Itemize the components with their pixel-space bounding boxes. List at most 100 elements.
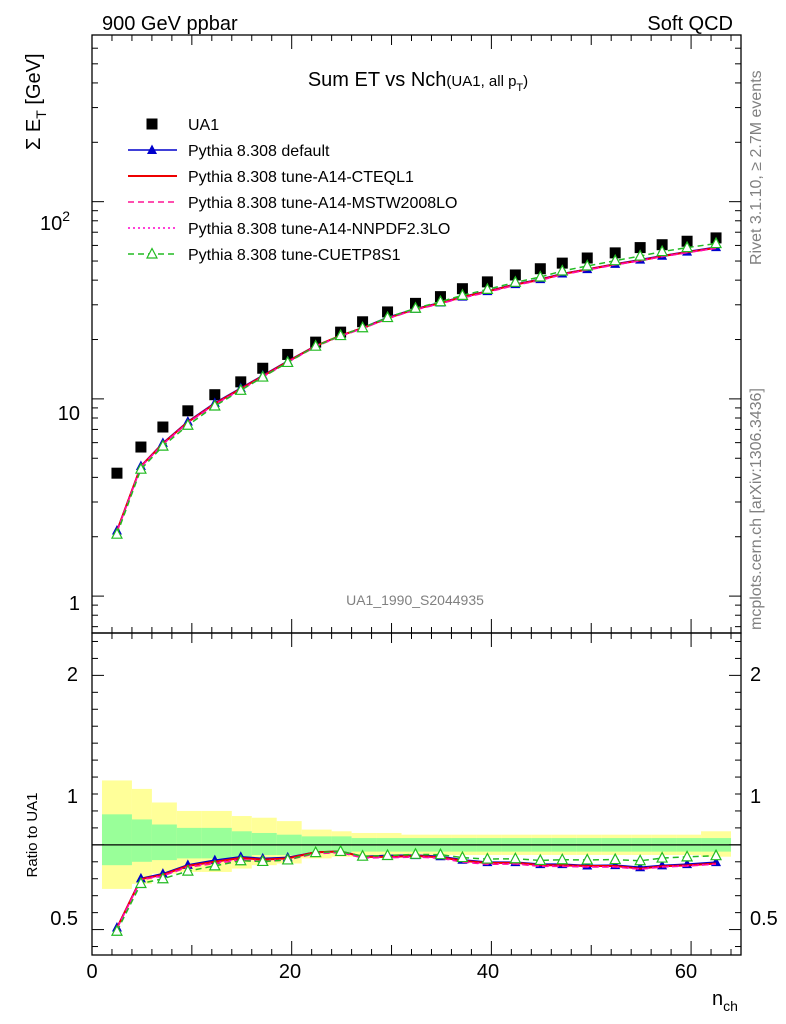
ratio-data-point: [409, 847, 422, 859]
ratio-data-point: [181, 864, 194, 876]
main-series-pythia-8-308-default: [111, 241, 722, 535]
main-data-point: [334, 328, 347, 341]
main-data-point: [634, 249, 647, 261]
ratio-data-point: [481, 852, 494, 864]
ratio-data-point: [156, 871, 169, 884]
main-data-point: [282, 348, 294, 360]
main-series-line: [116, 246, 717, 532]
y-tick-label-100-exponent: 2: [62, 208, 70, 224]
ratio-panel-frame: [91, 632, 742, 956]
main-data-point: [581, 259, 594, 271]
ratio-y-axis-label: Ratio to UA1: [24, 792, 41, 877]
main-data-point: [256, 370, 269, 382]
x-axis-label-symbol: n: [712, 988, 723, 1010]
y-axis-label-subscript: T: [33, 110, 49, 119]
analysis-id-label: UA1_1990_S2044935: [346, 592, 484, 608]
ratio-data-point: [581, 853, 594, 865]
y-axis-label-symbol: Σ E: [23, 119, 45, 150]
main-data-point: [409, 301, 422, 313]
main-data-point: [681, 240, 694, 253]
ratio-data-point: [110, 924, 123, 936]
ratio-data-point: [256, 854, 269, 867]
main-data-point: [509, 269, 521, 281]
header-left-label: 900 GeV ppbar: [102, 13, 238, 35]
axis-frames: [91, 34, 742, 956]
ratio-data-point: [208, 859, 221, 871]
ratio-data-point: [456, 850, 469, 863]
x-tick-label-60: 60: [675, 961, 697, 983]
main-data-point: [281, 355, 294, 368]
x-tick-label-0: 0: [86, 961, 97, 983]
main-series-pythia-8-308-tune-a14-nnpdf2-3lo: [116, 247, 717, 532]
ratio-data-point: [681, 850, 694, 862]
main-data-point: [134, 462, 147, 474]
main-data-point: [609, 247, 621, 259]
ratio-series-pythia-8-308-tune-cuetp8s1: [110, 844, 723, 936]
main-data-point: [534, 263, 546, 275]
ratio-stat-uncertainty-band: [176, 827, 202, 859]
main-series-pythia-8-308-tune-cuetp8s1: [110, 236, 723, 539]
ratio-stat-uncertainty-band: [151, 824, 177, 861]
title-suffix-text: (UA1, all p: [446, 73, 516, 90]
ratio-data-point: [634, 853, 647, 866]
main-series-ua1: [111, 232, 722, 479]
main-data-point: [609, 253, 622, 266]
title-main-text: Sum ET vs Nch: [308, 69, 447, 91]
ratio-stat-uncertainty-band: [201, 827, 232, 859]
ratio-series-pythia-8-308-tune-a14-mstw2008lo: [116, 851, 717, 930]
main-data-point: [181, 418, 194, 430]
ratio-data-point: [134, 876, 147, 889]
main-data-point: [581, 252, 593, 264]
header-right-label: Soft QCD: [647, 13, 733, 35]
main-data-point: [656, 239, 668, 251]
main-data-point: [135, 441, 147, 453]
main-chart-title: Sum ET vs Nch(UA1, all pT): [308, 69, 528, 94]
y-tick-label-100-base: 10: [40, 213, 62, 235]
x-axis-label-subscript: ch: [723, 998, 738, 1014]
legend-entry-label: Pythia 8.308 tune-CUETP8S1: [188, 247, 401, 264]
ratio-stat-uncertainty-band: [101, 814, 132, 866]
legend-marker: [146, 118, 158, 130]
main-data-point: [656, 244, 669, 257]
main-data-point: [534, 270, 547, 282]
main-series-line: [116, 242, 717, 535]
main-data-point: [556, 264, 569, 276]
main-data-point: [208, 399, 221, 411]
ratio-data-point: [434, 847, 447, 860]
ratio-data-point: [281, 853, 294, 865]
main-series-pythia-8-308-tune-a14-mstw2008lo: [116, 247, 717, 533]
mcplots-label: mcplots.cern.ch [arXiv:1306.3436]: [748, 388, 765, 630]
main-data-point: [481, 282, 494, 295]
ratio-series-line: [116, 851, 717, 930]
ratio-right-tick-label-2: 2: [750, 664, 761, 686]
ratio-data-point: [381, 848, 394, 861]
main-data-point: [634, 242, 646, 254]
main-data-point: [156, 439, 169, 451]
main-series-pythia-8-308-tune-a14-cteql1: [116, 246, 717, 532]
ratio-series-line: [116, 850, 717, 929]
main-series-line: [116, 246, 717, 531]
ratio-stat-uncertainty-band: [131, 819, 152, 862]
main-data-point: [509, 275, 522, 287]
main-data-point: [111, 467, 123, 479]
ratio-data-point: [309, 845, 322, 858]
ratio-y-tick-label-0.5: 0.5: [50, 908, 78, 930]
legend-entry-label: Pythia 8.308 default: [188, 143, 330, 160]
title-suffix-subscript: T: [516, 82, 523, 94]
main-data-point: [257, 362, 269, 374]
legend-entry-label: Pythia 8.308 tune-A14-CTEQL1: [188, 169, 414, 186]
ratio-stat-uncertainty-band: [231, 831, 252, 857]
ratio-data-point: [509, 851, 522, 864]
ratio-data-point: [234, 853, 247, 866]
ratio-y-tick-label-2: 2: [67, 664, 78, 686]
main-data-point: [456, 288, 469, 300]
x-tick-label-40: 40: [477, 961, 499, 983]
ratio-data-point: [534, 853, 547, 866]
legend-marker: [146, 247, 158, 259]
main-series-line: [116, 247, 717, 533]
main-data-point: [209, 389, 221, 401]
x-tick-label-20: 20: [279, 961, 301, 983]
ratio-stat-uncertainty-band: [251, 832, 277, 856]
main-data-point: [710, 236, 723, 249]
